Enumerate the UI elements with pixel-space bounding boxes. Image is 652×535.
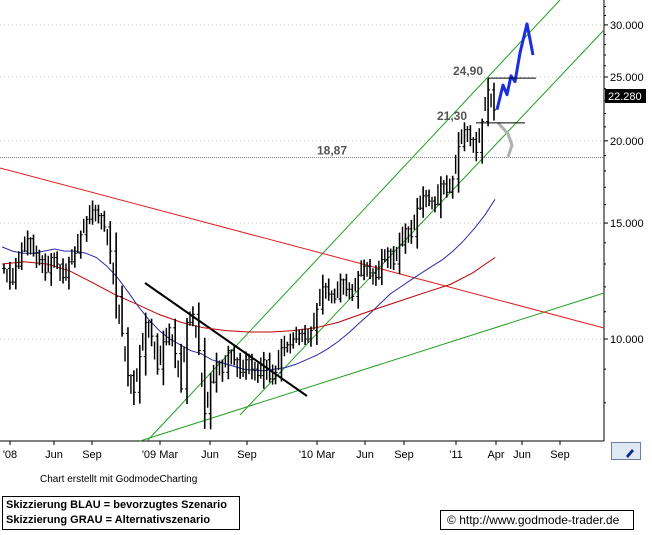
copyright-icon: © [447,513,456,527]
x-tick-label: Sep [550,449,570,461]
x-tick-label: Sep [237,449,257,461]
x-tick-label: Sep [394,449,414,461]
x-tick-label: Apr [487,449,504,461]
trendline-long-term-resistance [0,167,605,329]
x-tick-label: Sep [82,449,102,461]
scenario-sketches [495,22,535,158]
legend-gray-scenario: Skizzierung GRAU = Alternativszenario [6,514,211,526]
level-labels: 24,90 21,30 18,87 [317,64,536,157]
x-tick-label: '11 [449,449,463,461]
x-axis-ticks: '08 Jun Sep '09 Mar Jun Sep '10 Mar Jun Sep '11 Ap… [3,441,570,461]
y-tick-label: 10.000 [610,334,644,346]
chart-tool-button[interactable] [611,442,641,460]
x-tick-label: Jun [201,449,219,461]
x-tick-label: '10 Mar [299,449,336,461]
trendlines [0,0,605,442]
trendline-downtrend-2009 [144,282,308,397]
level-label: 24,90 [453,64,483,78]
source-url[interactable]: http://www.godmode-trader.de [459,513,620,527]
legend-blue-scenario: Skizzierung BLAU = bevorzugtes Szenario [6,499,227,511]
blue-scenario-path [495,22,535,111]
level-label: 18,87 [317,143,347,157]
chart-credit: Chart erstellt mit GodmodeCharting [40,474,198,485]
current-price-label: 22.280 [608,91,642,103]
y-tick-label: 20.000 [610,136,644,148]
x-tick-label: '09 Mar [142,449,179,461]
x-tick-label: Jun [513,449,531,461]
pen-icon [626,449,634,458]
level-label: 21,30 [437,109,467,123]
x-tick-label: Jun [356,449,374,461]
y-axis-ticks: 30.000 25.000 20.000 15.000 10.000 [604,5,644,404]
y-tick-label: 25.000 [610,72,644,84]
price-bars [2,78,496,430]
x-tick-label: '08 [3,449,17,461]
y-gridlines [0,24,604,340]
trendline-long-term-support [139,292,605,442]
current-price-badge: 22.280 [605,89,646,103]
plot-area [0,0,604,441]
source-link-box[interactable]: © http://www.godmode-trader.de [440,510,634,530]
y-tick-label: 15.000 [610,218,644,230]
moving-average-line [1,257,496,333]
x-tick-label: Jun [45,449,63,461]
trendline-channel-resistance [239,29,605,416]
scenario-legend: Skizzierung BLAU = bevorzugtes Szenario … [2,496,240,530]
y-tick-label: 30.000 [610,20,644,32]
gray-scenario-path [496,121,514,158]
